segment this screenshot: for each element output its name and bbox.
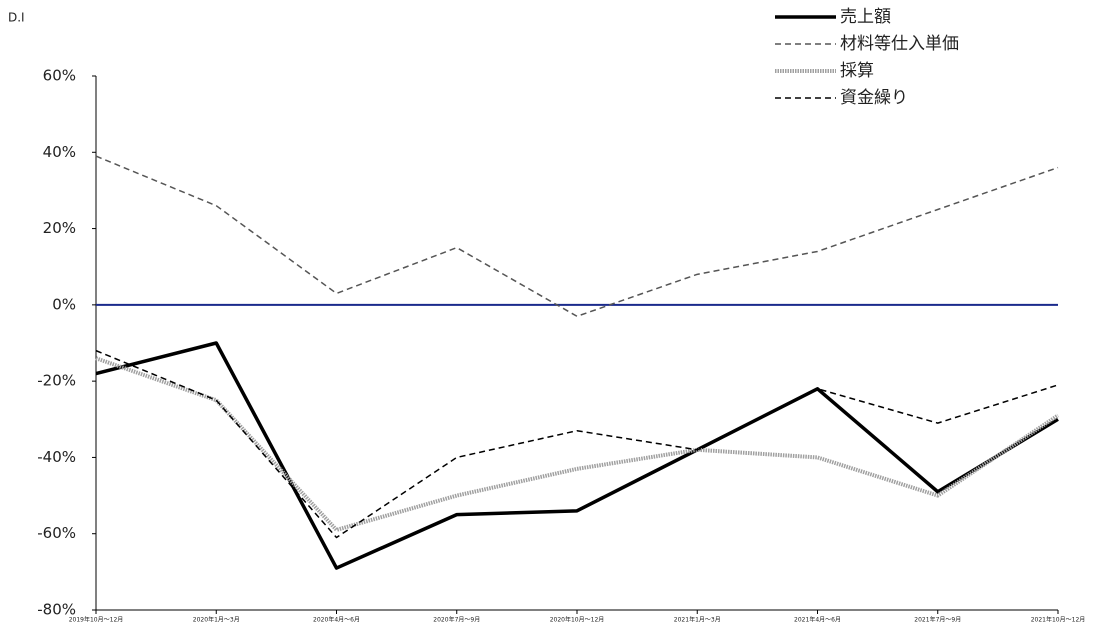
x-tick-label: 2020年7月～9月: [433, 616, 480, 624]
series-line: [95, 341, 1059, 570]
series-line: [95, 155, 1059, 318]
x-tick-label: 2021年4月～6月: [794, 616, 841, 624]
x-tick-label: 2021年10月～12月: [1031, 616, 1086, 624]
y-tick-label: -40%: [37, 448, 76, 466]
y-axis-label: D.I: [8, 11, 25, 25]
legend-label: 売上額: [840, 7, 891, 27]
y-tick-label: -20%: [37, 372, 76, 390]
x-tick-label: 2021年1月～3月: [674, 616, 721, 624]
x-tick-label: 2019年10月～12月: [69, 616, 124, 624]
legend-label: 採算: [840, 61, 874, 81]
y-tick-label: 60%: [43, 67, 76, 85]
y-tick-label: 0%: [52, 295, 76, 313]
legend-label: 資金繰り: [840, 88, 908, 108]
y-tick-label: -60%: [37, 524, 76, 542]
y-tick-label: 40%: [43, 143, 76, 161]
series-line: [95, 349, 1059, 539]
legend-label: 材料等仕入単価: [840, 34, 959, 54]
x-tick-label: 2020年1月～3月: [193, 616, 240, 624]
x-tick-label: 2021年7月～9月: [914, 616, 961, 624]
y-tick-label: -80%: [37, 601, 76, 619]
x-tick-label: 2020年4月～6月: [313, 616, 360, 624]
x-tick-label: 2020年10月～12月: [550, 616, 605, 624]
series-line: [95, 356, 1060, 532]
y-tick-label: 20%: [43, 219, 76, 237]
